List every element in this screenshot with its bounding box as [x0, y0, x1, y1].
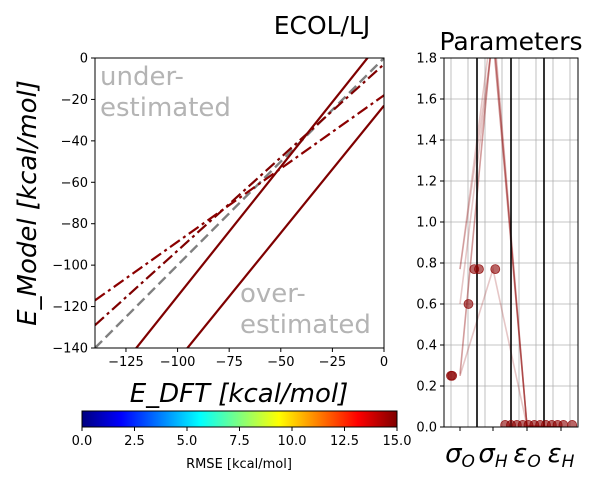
colorbar-tick-label: 10.0 [278, 434, 307, 449]
param-point-6 [490, 264, 501, 275]
parameters-plot: Parameters 0.0 0.2 0.4 0.6 0.8 1.0 1.2 1.4 1.6 1.… [416, 27, 582, 472]
param-y-tick-label: 1.4 [416, 134, 437, 149]
parameters-title: Parameters [439, 27, 582, 56]
main-y-tick-label: 0 [80, 52, 88, 67]
param-category-label: σO [445, 439, 475, 472]
colorbar: 0.0 2.5 5.0 7.5 10.0 12.5 15.0 RMSE [kcal/mol] [72, 410, 412, 472]
main-x-tick-label: −125 [108, 355, 144, 370]
main-y-tick-label: −80 [61, 217, 88, 232]
reference-line [95, 58, 384, 348]
main-y-tick-label: −40 [61, 134, 88, 149]
param-y-tick-label: 0.8 [416, 257, 437, 272]
param-y-tick-label: 0.6 [416, 298, 437, 313]
main-x-tick-label: −100 [160, 355, 196, 370]
main-x-tick-label: −50 [267, 355, 294, 370]
param-y-tick-label: 0.0 [416, 421, 437, 436]
fit-line-1 [134, 58, 369, 348]
main-plot-frame [94, 57, 385, 349]
colorbar-tick-label: 0.0 [72, 434, 93, 449]
colorbar-tick-label: 2.5 [124, 434, 145, 449]
colorbar-tick-label: 12.5 [330, 434, 359, 449]
param-y-tick-label: 1.6 [416, 93, 437, 108]
main-x-axis-label: E_DFT [kcal/mol] [130, 379, 349, 409]
main-y-tick-label: −100 [52, 259, 88, 274]
main-y-tick-label: −120 [52, 300, 88, 315]
fit-line-2 [185, 104, 384, 348]
main-x-tick-label: 0 [380, 355, 388, 370]
param-point-2 [447, 370, 458, 381]
annotation-over-line1: over- [240, 279, 306, 309]
param-y-tick-label: 1.0 [416, 216, 437, 231]
parameters-plot-frame [443, 57, 579, 428]
main-x-tick-label: −25 [319, 355, 346, 370]
fit-line-4 [95, 94, 384, 302]
param-y-tick-label: 1.2 [416, 175, 437, 190]
main-y-axis-label: E_Model [kcal/mol] [13, 80, 43, 326]
param-category-label: εH [548, 439, 575, 472]
annotation-over-line2: estimated [240, 310, 371, 340]
param-category-label: εO [513, 439, 540, 472]
figure-title: ECOL/LJ [274, 11, 371, 40]
colorbar-tick-label: 7.5 [229, 434, 250, 449]
main-x-tick-label: −75 [215, 355, 242, 370]
main-plot: under- estimated over- estimated −125 −10… [13, 52, 388, 410]
colorbar-tick-label: 5.0 [177, 434, 198, 449]
param-point-5 [474, 264, 484, 275]
annotation-under-line2: estimated [100, 93, 231, 123]
fit-line-3 [95, 63, 384, 327]
param-y-tick-label: 0.4 [416, 339, 437, 354]
main-y-tick-label: −60 [61, 176, 88, 191]
main-y-tick-label: −20 [61, 93, 88, 108]
param-category-label: σH [478, 439, 507, 472]
annotation-under-line1: under- [100, 62, 184, 92]
colorbar-tick-label: 15.0 [383, 434, 412, 449]
colorbar-gradient [81, 410, 398, 428]
main-y-tick-label: −140 [52, 342, 88, 357]
param-point-17 [558, 420, 569, 427]
param-point-18 [567, 420, 578, 427]
param-y-tick-label: 0.2 [416, 380, 437, 395]
param-y-tick-label: 1.8 [416, 52, 437, 67]
param-point-3 [463, 299, 474, 309]
colorbar-label: RMSE [kcal/mol] [186, 457, 292, 472]
